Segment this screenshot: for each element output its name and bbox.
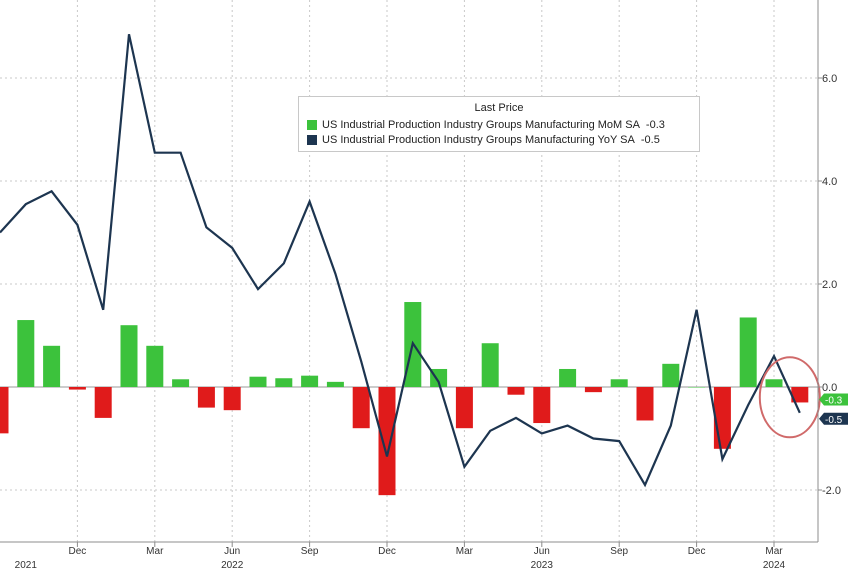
legend-label-mom: US Industrial Production Industry Groups… [322, 118, 640, 131]
y-tick-label: 0.0 [822, 382, 837, 394]
x-month-label: Mar [765, 546, 783, 557]
mom-bar [584, 387, 602, 393]
legend-title: Last Price [474, 102, 524, 114]
legend-value-yoy: -0.5 [640, 133, 660, 146]
x-month-label: Dec [688, 546, 706, 557]
y-tick-label: 2.0 [822, 279, 837, 291]
mom-bar [713, 387, 731, 449]
legend-swatch-mom [307, 119, 317, 130]
mom-bar [378, 387, 396, 496]
mom-bar [559, 368, 577, 387]
mom-bar [533, 387, 551, 424]
x-year-label: 2024 [763, 560, 786, 571]
y-tick-label: 4.0 [822, 176, 837, 188]
mom-bar [481, 343, 499, 387]
x-year-label: 2023 [531, 560, 554, 571]
x-month-label: Dec [69, 546, 87, 557]
mom-bar [610, 379, 628, 387]
y-tick-label: -2.0 [822, 485, 841, 497]
x-month-label: Mar [456, 546, 474, 557]
legend: Last Price US Industrial Production Indu… [298, 96, 700, 152]
x-month-label: Jun [534, 546, 550, 557]
yoy-line-layer [0, 33, 801, 488]
mom-bar [301, 375, 319, 387]
last-value-tag-label: -0.5 [825, 415, 843, 426]
highlight-circle [758, 356, 821, 439]
annotation-layer [758, 356, 821, 439]
mom-bar [636, 387, 654, 421]
x-month-label: Dec [378, 546, 396, 557]
legend-entry-yoy: US Industrial Production Industry Groups… [307, 132, 691, 147]
mom-bar [223, 387, 241, 411]
x-month-label: Jun [224, 546, 240, 557]
legend-label-yoy: US Industrial Production Industry Groups… [322, 133, 635, 146]
mom-bar [455, 387, 473, 429]
mom-bar [326, 381, 344, 387]
yoy-line [0, 33, 801, 488]
mom-bar [146, 345, 164, 387]
mom-bar [791, 387, 809, 403]
mom-bar [68, 387, 86, 390]
x-month-label: Sep [610, 546, 628, 557]
mom-bars [0, 302, 809, 496]
mom-bar [430, 368, 448, 387]
last-value-tag [819, 412, 848, 425]
mom-bar [17, 320, 35, 387]
mom-bar [507, 387, 525, 395]
mom-bar [352, 387, 370, 429]
mom-bar [172, 379, 190, 387]
mom-bar [275, 378, 293, 387]
x-year-label: 2022 [221, 560, 244, 571]
mom-bar [43, 345, 61, 387]
mom-bar [249, 376, 267, 387]
legend-value-mom: -0.3 [645, 118, 665, 131]
legend-swatch-yoy [307, 134, 317, 145]
x-month-label: Sep [301, 546, 319, 557]
y-tick-label: 6.0 [822, 73, 837, 85]
last-value-tag-label: -0.3 [825, 395, 843, 406]
mom-bar [197, 387, 215, 408]
x-year-label: 2021 [15, 560, 38, 571]
mom-bar [662, 363, 680, 387]
mom-bar [688, 387, 706, 388]
mom-bar [94, 387, 112, 418]
x-month-label: Mar [146, 546, 164, 557]
grid [0, 0, 818, 542]
mom-bar [120, 325, 138, 387]
last-value-tag [819, 393, 848, 406]
mom-bar [0, 387, 9, 434]
legend-entry-mom: US Industrial Production Industry Groups… [307, 117, 691, 132]
mom-bar [765, 379, 783, 387]
mom-bar [739, 317, 757, 387]
